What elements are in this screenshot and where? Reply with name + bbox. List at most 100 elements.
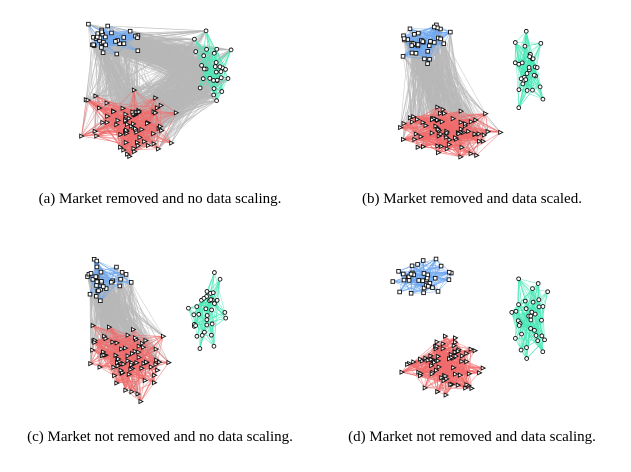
edge: [92, 44, 117, 55]
edge: [474, 113, 486, 135]
blue-node: [94, 283, 99, 288]
green-node: [516, 87, 522, 93]
red-node: [136, 109, 143, 115]
edge: [417, 107, 438, 148]
green-node: [194, 304, 200, 309]
edge: [105, 288, 157, 350]
edge: [409, 28, 439, 39]
blue-node: [119, 270, 125, 275]
edge: [195, 51, 215, 54]
edge: [220, 49, 232, 78]
red-node: [93, 93, 99, 99]
edge: [214, 272, 226, 313]
green-node: [214, 46, 220, 52]
green-node: [530, 87, 535, 93]
edge: [127, 137, 141, 155]
edge: [112, 341, 133, 392]
blue-node: [88, 271, 94, 276]
caption-b: (b) Market removed and data scaled.: [362, 191, 582, 207]
red-node: [131, 145, 137, 152]
red-node: [94, 133, 100, 139]
edge: [137, 50, 162, 106]
green-node: [217, 64, 223, 70]
edge: [137, 375, 155, 395]
blue-node: [448, 29, 453, 35]
edge: [89, 294, 110, 328]
edge: [526, 73, 544, 100]
graph-svg-c: [85, 256, 229, 405]
nodes-group: [79, 21, 234, 160]
green-node: [212, 301, 217, 306]
green-node: [228, 47, 234, 53]
edge: [159, 105, 162, 127]
edge: [443, 43, 464, 133]
red-node: [440, 106, 447, 113]
green-node: [214, 77, 220, 83]
red-node: [407, 115, 414, 121]
edge: [427, 63, 472, 122]
blue-node: [428, 39, 433, 44]
green-node: [186, 305, 191, 311]
green-node: [218, 69, 224, 74]
blue-node: [426, 43, 432, 48]
red-node: [483, 110, 489, 117]
edge: [529, 69, 541, 88]
green-node: [197, 85, 203, 91]
edge: [119, 361, 139, 395]
green-node: [192, 36, 197, 42]
green-node: [200, 76, 206, 82]
blue-node: [135, 35, 140, 40]
green-node: [212, 270, 217, 275]
blue-node: [114, 51, 120, 57]
green-node: [191, 312, 197, 318]
green-node: [537, 84, 543, 90]
green-node: [516, 105, 522, 111]
green-node: [214, 98, 219, 103]
green-node: [209, 307, 214, 313]
green-node: [203, 28, 209, 34]
edge: [123, 129, 137, 151]
graph-svg-b: [398, 22, 546, 160]
edge: [130, 30, 207, 50]
green-node: [211, 92, 217, 98]
edge: [101, 266, 117, 284]
edge: [144, 362, 147, 381]
edge: [109, 326, 129, 336]
red-node: [413, 131, 420, 137]
graph-svg-a: [79, 21, 234, 160]
edge: [213, 300, 218, 347]
red-node: [157, 123, 164, 130]
blue-node: [118, 276, 123, 282]
edge: [123, 43, 139, 111]
edge: [415, 41, 431, 54]
red-node: [446, 141, 453, 148]
green-node: [523, 28, 529, 34]
red-node: [151, 130, 157, 137]
edge: [103, 52, 117, 55]
green-node: [204, 47, 209, 52]
red-node: [128, 123, 135, 130]
edge: [420, 123, 466, 137]
green-node: [538, 40, 544, 46]
red-node: [125, 151, 131, 157]
edge: [514, 42, 520, 108]
edge: [203, 272, 215, 299]
blue-node: [128, 280, 134, 285]
red-node: [401, 120, 408, 127]
blue-node: [422, 56, 427, 62]
edge: [515, 42, 541, 88]
edge: [101, 29, 138, 38]
edge: [121, 373, 139, 395]
edge: [536, 67, 544, 100]
edge: [123, 148, 159, 151]
red-node: [153, 95, 159, 101]
edge: [92, 279, 105, 337]
edge: [99, 360, 128, 368]
edge: [130, 282, 164, 337]
edge: [403, 106, 438, 140]
edge: [105, 37, 138, 46]
blue-node: [98, 298, 103, 303]
red-node: [104, 100, 111, 106]
edge: [92, 325, 160, 363]
blue-node: [94, 293, 99, 299]
